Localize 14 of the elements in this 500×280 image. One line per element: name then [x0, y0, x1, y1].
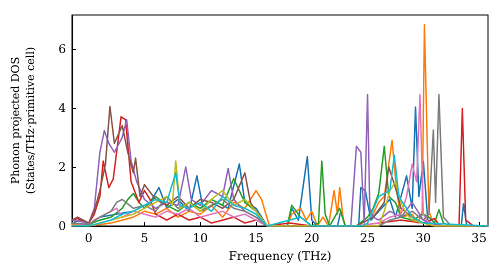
- y-tick-label: 0: [58, 219, 66, 233]
- x-tick-label: 15: [248, 231, 264, 245]
- y-axis-title: Phonon projected DOS (States/THz·primitive cell): [9, 46, 37, 194]
- x-tick-label: 10: [192, 231, 208, 245]
- x-tick-label: 20: [304, 231, 320, 245]
- x-tick-label: 30: [416, 231, 431, 245]
- x-tick-label: 0: [84, 231, 93, 245]
- y-tick-label: 2: [58, 160, 66, 174]
- x-tick-label: 25: [360, 231, 376, 245]
- x-tick-label: 35: [471, 231, 487, 245]
- x-axis-title: Frequency (THz): [228, 249, 332, 263]
- y-tick-label: 6: [58, 42, 66, 56]
- y-tick-label: 4: [58, 100, 66, 115]
- x-tick-label: 5: [140, 231, 148, 245]
